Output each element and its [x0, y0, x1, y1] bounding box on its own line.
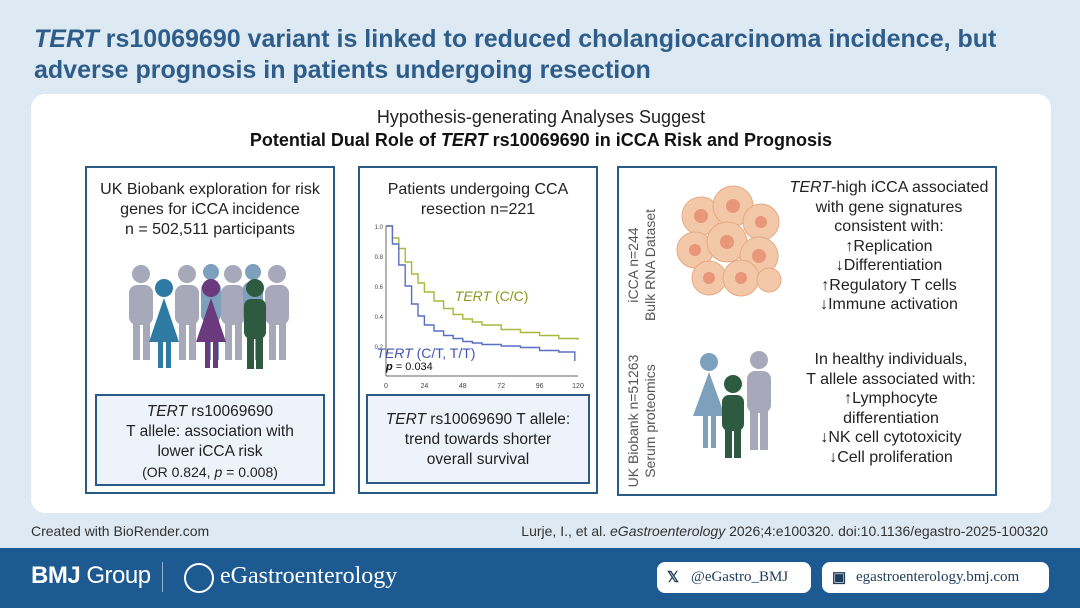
label-ct: TERT (C/T, T/T) — [376, 345, 475, 361]
bmj-mark: BMJ — [31, 562, 81, 589]
label-cc: TERT (C/C) — [455, 288, 529, 304]
proteomics-label: UK Biobank n=51263 Serum proteomics — [625, 348, 659, 494]
panel1-box-or: (OR 0.824, — [142, 464, 215, 480]
panel2-line2: resection n=221 — [420, 201, 536, 218]
citation-journal: eGastroenterology — [610, 523, 726, 539]
rna-line2: with gene signatures — [815, 198, 963, 216]
prot-line3: ↑Lymphocyte — [844, 390, 938, 407]
prot-line1: In healthy individuals, — [814, 351, 968, 368]
survival-curve-ct — [386, 225, 576, 361]
y-tick-label: 0.8 — [375, 255, 384, 261]
survival-curve-cc — [386, 225, 579, 340]
y-tick-label: 1.0 — [375, 225, 384, 231]
prot-line4: differentiation — [843, 409, 939, 427]
citation-authors: Lurje, I., et al. — [521, 523, 611, 539]
heading-line1: Hypothesis-generating Analyses Suggest — [376, 107, 706, 127]
tumor-cells-icon — [676, 185, 782, 297]
panel2-line1: Patients undergoing CCA — [387, 181, 569, 198]
panel1-line1: UK Biobank exploration for risk — [100, 181, 320, 198]
x-tick-label: 24 — [421, 383, 429, 390]
website-url: egastroenterology.bmj.com — [856, 569, 1020, 585]
title-gene: TERT — [34, 25, 99, 53]
panel1-result-box: TERT rs10069690 T allele: association wi… — [95, 394, 325, 486]
heading-line2: Potential Dual Role of TERT rs10069690 i… — [31, 130, 1051, 151]
survival-chart: 0 24 48 72 96 120 1.0 0.8 0.6 0.4 0.2 TERT (C/C) TER… — [375, 225, 584, 390]
rna-gene: TERT — [789, 179, 832, 196]
browser-icon: ▣ — [832, 569, 847, 586]
x-tick-label: 120 — [572, 383, 584, 390]
twitter-link[interactable]: 𝕏 @eGastro_BMJ — [657, 562, 811, 593]
title-line2: adverse prognosis in patients undergoing… — [34, 56, 651, 84]
rna-dataset-label: iCCA n=244 Bulk RNA Dataset — [625, 200, 659, 330]
panel1-box-line3: lower iCCA risk — [157, 443, 263, 460]
p-value: p = 0.034 — [385, 361, 433, 373]
rna-line7: ↓Immune activation — [820, 296, 958, 313]
page-title: TERT rs10069690 variant is linked to red… — [34, 24, 1044, 86]
panel1-box-line2: T allele: association with — [126, 423, 294, 440]
x-tick-label: 72 — [497, 383, 505, 390]
twitter-handle: @eGastro_BMJ — [691, 569, 789, 585]
rna-side-1: iCCA n=244 — [625, 227, 641, 303]
y-tick-label: 0.2 — [375, 345, 384, 351]
panel2-box-line2: trend towards shorter — [404, 431, 552, 448]
title-line1: rs10069690 variant is linked to reduced … — [98, 25, 997, 53]
logo-divider — [162, 562, 163, 592]
panel2-box-gene: TERT — [385, 411, 426, 428]
panel1-box-pvalue: = 0.008) — [222, 464, 278, 480]
x-tick-label: 48 — [459, 383, 467, 390]
proteomics-findings: In healthy individuals, T allele associa… — [791, 350, 991, 467]
biorender-credit: Created with BioRender.com — [31, 523, 210, 539]
y-tick-label: 0.4 — [375, 315, 384, 321]
rna-line5: ↓Differentiation — [835, 257, 943, 274]
panel2-text: Patients undergoing CCA resection n=221 — [364, 180, 592, 220]
x-icon: 𝕏 — [667, 569, 680, 586]
x-tick-label: 96 — [536, 383, 544, 390]
panel-resection: Patients undergoing CCA resection n=221 … — [358, 166, 598, 494]
citation: Lurje, I., et al. eGastroenterology 2026… — [488, 523, 1048, 539]
panel1-box-gene: TERT — [146, 403, 187, 420]
heading-gene: TERT — [440, 130, 488, 150]
rna-line3: consistent with: — [834, 218, 944, 235]
panel-uk-biobank: UK Biobank exploration for risk genes fo… — [85, 166, 335, 494]
prot-side-2: Serum proteomics — [642, 364, 658, 478]
prot-line2: T allele associated with: — [806, 370, 976, 388]
rna-line1: -high iCCA associated — [831, 179, 989, 196]
panel2-box-line3: overall survival — [426, 451, 530, 468]
panel1-box-p: p — [214, 464, 223, 480]
healthy-people-icon — [693, 351, 771, 458]
prot-line5: ↓NK cell cytotoxicity — [820, 429, 962, 446]
panel1-line3: n = 502,511 participants — [124, 221, 296, 238]
bottom-bar: BMJ Group eGastroenterology 𝕏 @eGastro_BM… — [0, 548, 1080, 608]
website-link[interactable]: ▣ egastroenterology.bmj.com — [822, 562, 1049, 593]
panel2-result-box: TERT rs10069690 T allele: trend towards … — [366, 394, 590, 484]
journal-seal-icon — [184, 563, 214, 593]
journal-name: eGastroenterology — [220, 563, 398, 589]
people-group-icon — [129, 264, 289, 369]
y-tick-label: 0.6 — [375, 285, 384, 291]
rna-line4: ↑Replication — [845, 237, 933, 255]
prot-side-1: UK Biobank n=51263 — [625, 354, 641, 488]
bmj-group: Group — [80, 562, 151, 589]
panel1-box-line1: rs10069690 — [187, 403, 274, 420]
rna-findings: TERT-high iCCA associated with gene sign… — [787, 178, 991, 315]
x-tick-label: 0 — [384, 383, 388, 390]
panel2-box-line1: rs10069690 T allele: — [426, 411, 571, 428]
rna-side-2: Bulk RNA Dataset — [642, 208, 658, 322]
abstract-card: Hypothesis-generating Analyses Suggest P… — [31, 94, 1051, 513]
prot-line6: ↓Cell proliferation — [829, 448, 953, 466]
heading-post: rs10069690 in iCCA Risk and Prognosis — [487, 130, 833, 150]
panel-mechanism: iCCA n=244 Bulk RNA Dataset TERT-high iC… — [617, 166, 997, 496]
bmj-group-logo: BMJ Group — [31, 562, 151, 590]
panel1-line2: genes for iCCA incidence — [120, 201, 300, 218]
panel1-text: UK Biobank exploration for risk genes fo… — [93, 180, 327, 240]
citation-ref: 2026;4:e100320. doi:10.1136/egastro-2025… — [725, 523, 1048, 539]
rna-line6: ↑Regulatory T cells — [821, 276, 957, 294]
heading-pre: Potential Dual Role of — [249, 130, 441, 150]
